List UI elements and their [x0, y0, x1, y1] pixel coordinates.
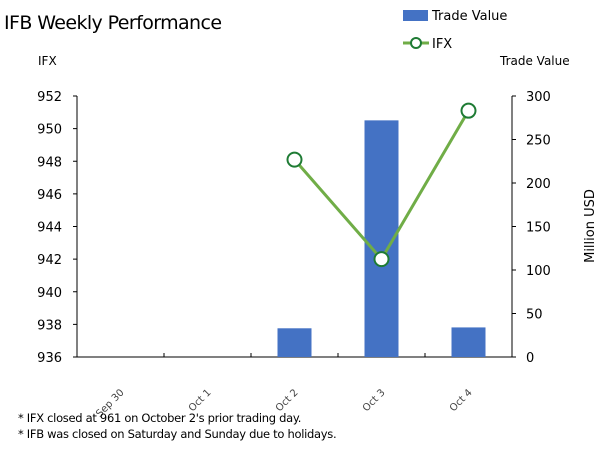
legend-label-ifx: IFX: [432, 37, 452, 52]
legend-swatch-trade-value: [403, 10, 428, 21]
right-tick-label: 250: [526, 134, 551, 149]
left-tick-label: 952: [37, 90, 62, 105]
left-tick-label: 936: [37, 351, 62, 366]
left-tick-label: 946: [37, 188, 62, 203]
right-tick-label: 100: [526, 264, 551, 279]
marker-ifx: [373, 251, 390, 268]
marker-ifx: [460, 102, 477, 119]
note-2: * IFB was closed on Saturday and Sunday …: [18, 427, 337, 441]
left-axis-title: IFX: [38, 54, 57, 68]
right-axis-title: Trade Value: [499, 54, 570, 68]
note-1: * IFX closed at 961 on October 2's prior…: [18, 411, 302, 425]
bar-trade-value: [277, 328, 312, 357]
chart-title: IFB Weekly Performance: [4, 12, 222, 34]
legend-swatch-ifx-marker: [410, 37, 422, 49]
x-tick-label: Oct 4: [448, 387, 475, 414]
left-tick-label: 948: [37, 155, 62, 170]
left-tick-label: 940: [37, 286, 62, 301]
legend-label-trade-value: Trade Value: [431, 9, 507, 24]
left-tick-label: 950: [37, 123, 62, 138]
left-tick-label: 942: [37, 253, 62, 268]
right-tick-label: 0: [526, 351, 534, 366]
marker-ifx: [286, 151, 303, 168]
x-tick-label: Oct 3: [361, 387, 388, 414]
right-tick-label: 50: [526, 308, 543, 323]
right-tick-label: 150: [526, 221, 551, 236]
left-tick-label: 938: [37, 318, 62, 333]
right-tick-label: 200: [526, 177, 551, 192]
chart-notes: * IFX closed at 961 on October 2's prior…: [18, 410, 337, 442]
bar-trade-value: [451, 327, 486, 357]
right-axis-unit: Million USD: [583, 189, 598, 263]
left-tick-label: 944: [37, 221, 62, 236]
right-tick-label: 300: [526, 90, 551, 105]
